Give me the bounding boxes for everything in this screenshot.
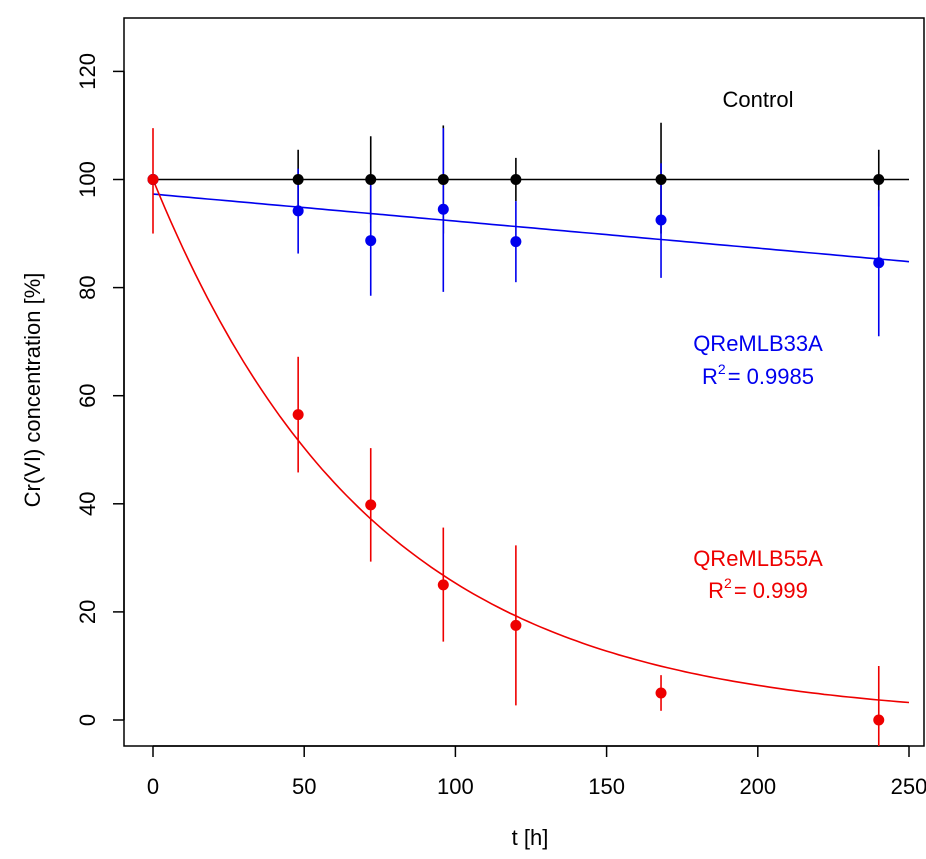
data-point-control [437,174,449,185]
data-point-qremlb55a [873,714,885,726]
data-point-qremlb33a [655,214,667,226]
r2-r-55a: R [708,578,724,603]
y-tick-label: 60 [75,383,100,407]
x-tick-label: 150 [588,774,625,799]
data-point-qremlb33a [365,235,377,247]
data-point-qremlb55a [365,499,377,511]
y-tick-label: 100 [75,161,100,198]
data-point-qremlb33a [510,236,522,248]
y-tick-label: 80 [75,275,100,299]
data-point-control [655,174,667,185]
data-point-qremlb55a [510,619,522,631]
y-tick-label: 0 [75,714,100,726]
data-point-qremlb55a [292,409,304,421]
x-tick-label: 100 [437,774,474,799]
y-tick-label: 20 [75,600,100,624]
data-point-control [873,174,885,185]
data-point-qremlb55a [147,174,159,185]
x-tick-label: 0 [147,774,159,799]
r2-value-55a: = 0.999 [734,578,808,603]
x-tick-label: 250 [891,774,926,799]
fit-line-qremlb33a [152,193,910,263]
r2-value-33a: = 0.9985 [728,364,814,389]
data-point-control [510,174,522,185]
data-point-qremlb33a [873,257,885,269]
data-point-qremlb33a [437,203,449,215]
r2-sup-55a: 2 [724,575,732,591]
x-tick-label: 200 [739,774,776,799]
data-point-control [292,174,304,185]
x-axis-label: t [h] [512,825,549,850]
annotation-qremlb55a-r2: R2= 0.999 [708,575,808,603]
y-tick-label: 120 [75,53,100,90]
annotation-qremlb33a-name: QReMLB33A [693,331,823,356]
r2-sup-33a: 2 [718,361,726,377]
y-axis-label: Cr(VI) concentration [%] [20,273,45,508]
annotation-qremlb33a-r2: R2= 0.9985 [702,361,814,389]
data-point-qremlb33a [292,205,304,217]
annotation-control: Control [723,87,794,112]
data-point-qremlb55a [437,579,449,591]
x-tick-label: 50 [292,774,316,799]
data-point-control [365,174,377,185]
y-tick-label: 40 [75,492,100,516]
r2-r-33a: R [702,364,718,389]
fit-line-qremlb55a [152,179,910,704]
annotation-qremlb55a-name: QReMLB55A [693,546,823,571]
data-point-qremlb55a [655,687,667,699]
